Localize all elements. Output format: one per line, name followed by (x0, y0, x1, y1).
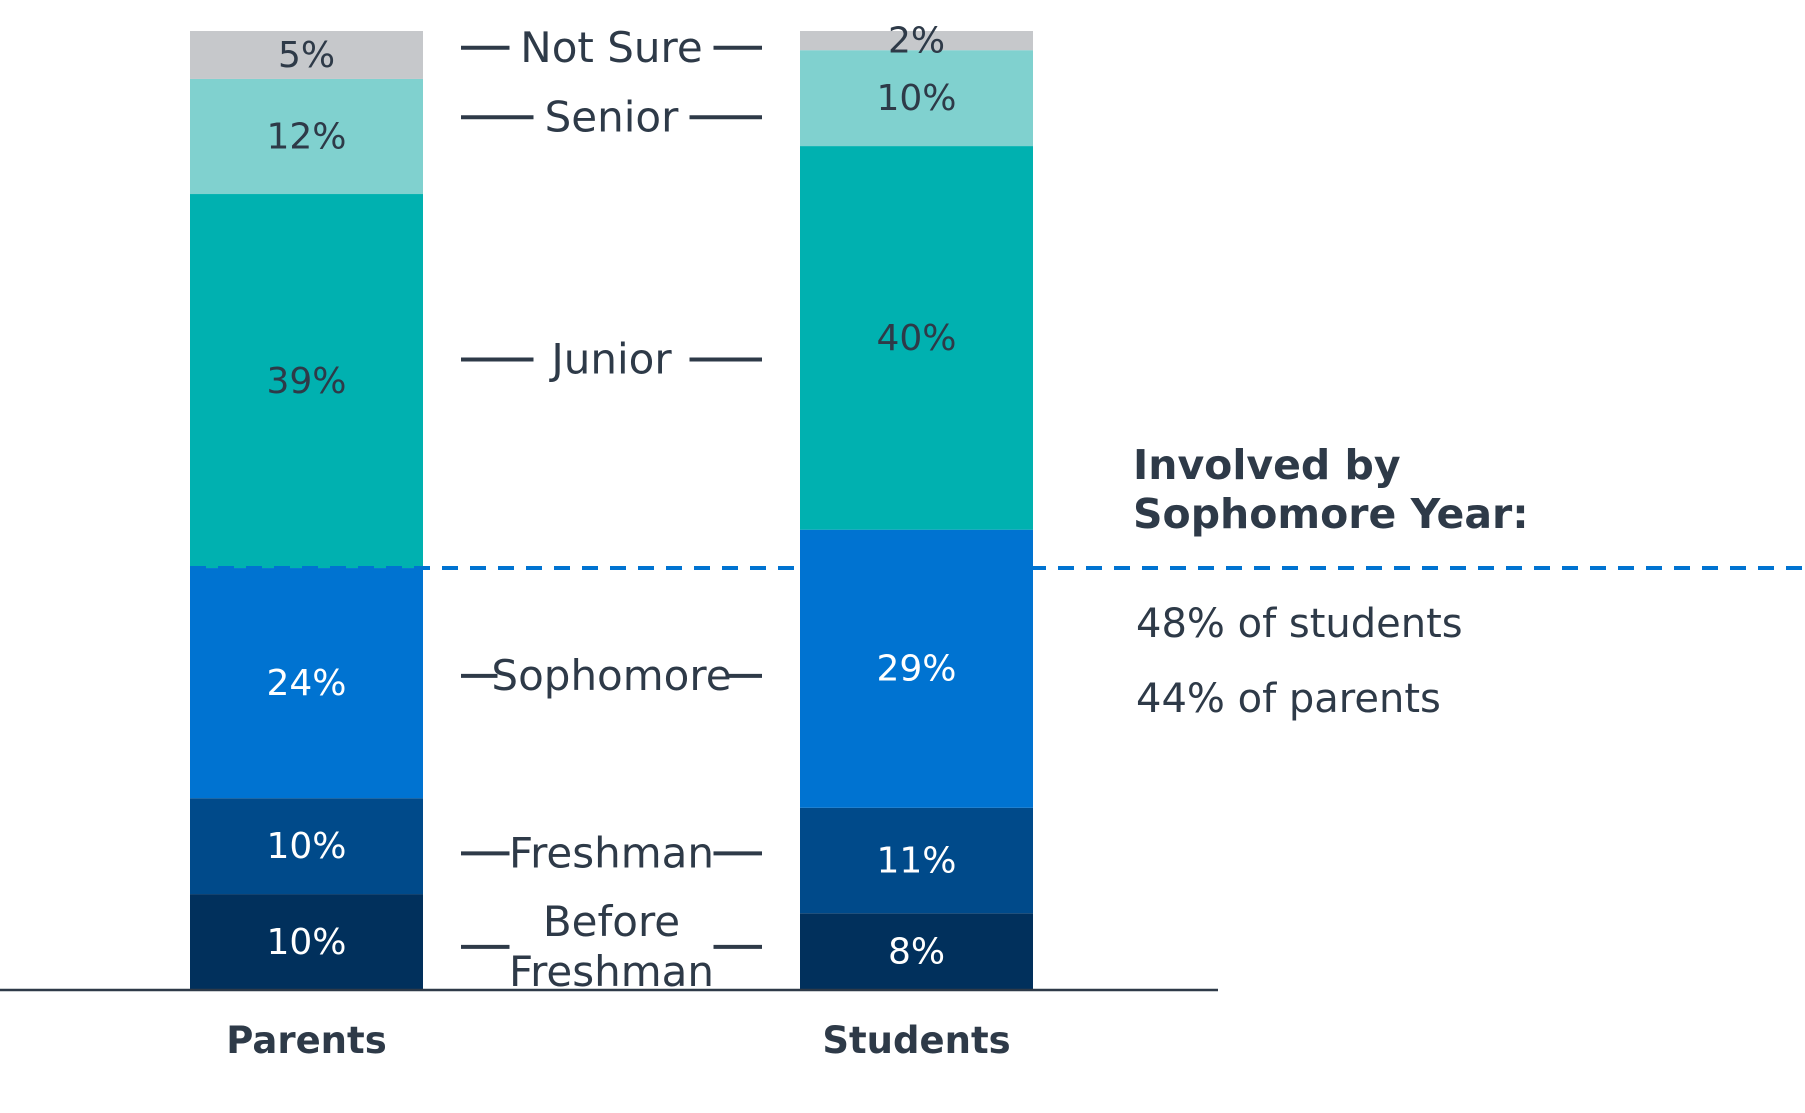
legend-label-junior: Junior (548, 334, 672, 383)
legend-label-before-freshman: Before Freshman (509, 897, 714, 996)
legend-label-freshman: Freshman (509, 828, 714, 877)
data-label-students-before-freshman: 8% (888, 932, 945, 973)
bar-segment-students-before-freshman (800, 913, 1033, 990)
bar-segment-students-junior (800, 146, 1033, 530)
data-label-parents-not-sure: 5% (278, 35, 335, 76)
annotation-title-line-1: Involved by (1133, 441, 1401, 489)
category-labels-group: Parents Students (226, 1019, 1010, 1062)
bar-segment-students-not-sure (800, 31, 1033, 51)
data-label-students-senior: 10% (876, 78, 956, 119)
legend-group: Before Freshman Freshman Sophomore Junior Sen… (461, 23, 762, 996)
data-label-parents-sophomore: 24% (266, 663, 346, 704)
annotation-students-line: 48% of students (1136, 601, 1463, 647)
data-label-parents-before-freshman: 10% (266, 922, 346, 963)
legend-label-not-sure: Not Sure (520, 23, 702, 72)
segment-labels-group: 10% 10% 24% 39% 12% 5% 8% 11% 29% 40% 10% 2% (266, 21, 956, 973)
data-label-students-sophomore: 29% (876, 649, 956, 690)
bar-segment-students-sophomore (800, 529, 1033, 808)
annotation-parents-line: 44% of parents (1136, 676, 1441, 722)
legend-label-sophomore: Sophomore (491, 651, 731, 700)
data-label-parents-junior: 39% (266, 361, 346, 402)
data-label-students-freshman: 11% (876, 841, 956, 882)
category-label-students: Students (822, 1019, 1010, 1062)
legend-label-senior: Senior (545, 92, 679, 141)
bar-segment-students-freshman (800, 807, 1033, 914)
annotation-title-line-2: Sophomore Year: (1133, 490, 1529, 538)
data-label-students-not-sure: 2% (888, 21, 945, 62)
bar-segment-parents-before-freshman (190, 894, 423, 990)
annotation: Involved by Sophomore Year: 48% of stude… (1133, 441, 1529, 722)
data-label-parents-senior: 12% (266, 116, 346, 157)
category-label-parents: Parents (226, 1019, 386, 1062)
data-label-parents-freshman: 10% (266, 826, 346, 867)
bar-segment-students-senior (800, 50, 1033, 147)
bar-segment-parents-sophomore (190, 568, 423, 799)
bar-segment-parents-senior (190, 78, 423, 195)
bar-segment-parents-not-sure (190, 31, 423, 79)
bar-segment-parents-freshman (190, 798, 423, 895)
bar-segment-parents-junior (190, 194, 423, 569)
data-label-students-junior: 40% (876, 318, 956, 359)
bars-group (190, 31, 1033, 990)
